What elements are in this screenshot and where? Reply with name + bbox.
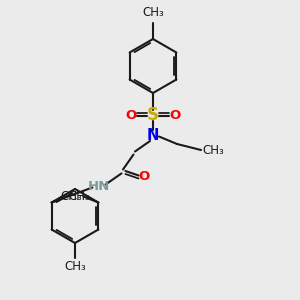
Text: CH₃: CH₃ <box>68 190 90 203</box>
Text: CH₃: CH₃ <box>64 260 86 272</box>
Text: N: N <box>147 128 159 142</box>
Text: O: O <box>126 109 137 122</box>
Text: CH₃: CH₃ <box>142 7 164 20</box>
Text: O: O <box>169 109 180 122</box>
Text: CH₃: CH₃ <box>202 143 224 157</box>
Text: O: O <box>138 170 150 184</box>
Text: HN: HN <box>88 179 110 193</box>
Text: CH₃: CH₃ <box>60 190 82 203</box>
Text: S: S <box>147 106 159 124</box>
